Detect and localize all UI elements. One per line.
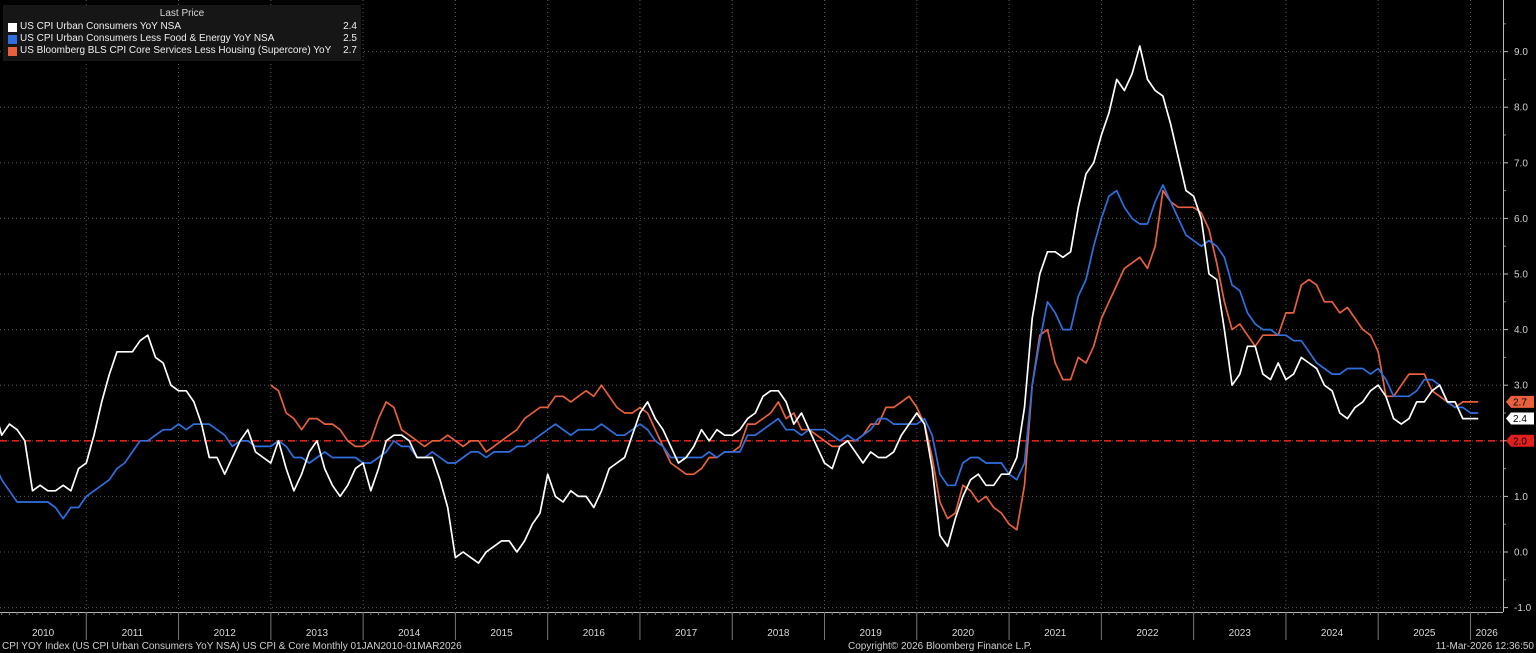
x-tick-label: 2010 — [32, 628, 55, 639]
last-value-tag-box — [1506, 412, 1534, 425]
legend-label: US CPI Urban Consumers Less Food & Energ… — [20, 33, 275, 44]
last-value-tag-box — [1506, 395, 1534, 408]
y-tick-label: 4.0 — [1514, 325, 1528, 336]
x-tick-label: 2016 — [583, 628, 606, 639]
y-tick-label: 8.0 — [1514, 103, 1528, 114]
footer-ticker-description: CPI YOY Index (US CPI Urban Consumers Yo… — [2, 641, 462, 652]
x-tick-label: 2014 — [398, 628, 421, 639]
legend-swatch-icon — [8, 34, 17, 44]
last-value-tag: 2.4 — [1506, 412, 1534, 425]
x-tick-label: 2024 — [1321, 628, 1344, 639]
x-tick-label: 2026 — [1476, 628, 1499, 639]
series-line-1 — [0, 184, 1479, 520]
y-tick-label: 6.0 — [1514, 214, 1528, 225]
x-tick-label: 2023 — [1229, 628, 1252, 639]
x-tick-label: 2017 — [675, 628, 698, 639]
footer-timestamp: 11-Mar-2026 12:36:50 — [1435, 641, 1534, 652]
last-value-tag-label: 2.4 — [1513, 414, 1527, 425]
y-tick-label: 7.0 — [1514, 158, 1528, 169]
chart-grid — [0, 0, 1503, 612]
y-axis: -1.0 0.0 1.0 2.0 3.0 4.0 5.0 6.0 7.0 8.0 9.0 — [1503, 0, 1532, 614]
x-tick-label: 2019 — [860, 628, 883, 639]
x-tick-label: 2020 — [952, 628, 975, 639]
legend-value: 2.5 — [343, 33, 357, 44]
legend-value: 2.7 — [343, 45, 357, 56]
series-layer — [0, 45, 1479, 564]
legend-header: Last Price — [159, 8, 205, 19]
last-value-tag: 2.7 — [1506, 395, 1534, 408]
last-value-tag-box — [1506, 434, 1534, 447]
legend-item-core-cpi: US CPI Urban Consumers Less Food & Energ… — [3, 33, 361, 45]
footer-copyright: Copyright© 2026 Bloomberg Finance L.P. — [848, 641, 1032, 652]
x-tick-label: 2015 — [490, 628, 513, 639]
last-value-tags: 2.7 2.4 2.0 — [1506, 395, 1534, 447]
chart-legend: Last Price US CPI Urban Consumers YoY NS… — [3, 5, 361, 61]
last-value-tag-label: 2.0 — [1513, 436, 1527, 447]
x-axis: 2010 2011 2012 2013 2014 2015 2016 2017 2018 2019… — [0, 612, 1503, 640]
legend-value: 2.4 — [343, 21, 357, 32]
legend-label: US Bloomberg BLS CPI Core Services Less … — [20, 45, 332, 56]
x-tick-label: 2018 — [767, 628, 790, 639]
x-tick-label: 2012 — [214, 628, 237, 639]
legend-label: US CPI Urban Consumers YoY NSA — [20, 21, 182, 32]
x-tick-label: 2025 — [1413, 628, 1436, 639]
y-tick-label: 1.0 — [1514, 492, 1528, 503]
series-line-0 — [0, 45, 1479, 564]
y-tick-label: 3.0 — [1514, 381, 1528, 392]
last-value-tag-label: 2.7 — [1513, 397, 1527, 408]
legend-item-cpi: US CPI Urban Consumers YoY NSA 2.4 — [3, 21, 361, 33]
legend-swatch-icon — [8, 22, 17, 32]
series-line-2 — [270, 189, 1479, 531]
y-tick-label: 9.0 — [1514, 47, 1528, 58]
legend-swatch-icon — [8, 46, 17, 56]
y-tick-label: 5.0 — [1514, 270, 1528, 281]
x-tick-label: 2022 — [1136, 628, 1159, 639]
y-tick-label: 0.0 — [1514, 548, 1528, 559]
x-tick-label: 2021 — [1044, 628, 1067, 639]
y-tick-label: -1.0 — [1514, 603, 1532, 614]
last-value-tag: 2.0 — [1506, 434, 1534, 447]
x-tick-label: 2011 — [122, 628, 144, 639]
x-tick-label: 2013 — [306, 628, 329, 639]
legend-item-supercore: US Bloomberg BLS CPI Core Services Less … — [3, 45, 361, 57]
